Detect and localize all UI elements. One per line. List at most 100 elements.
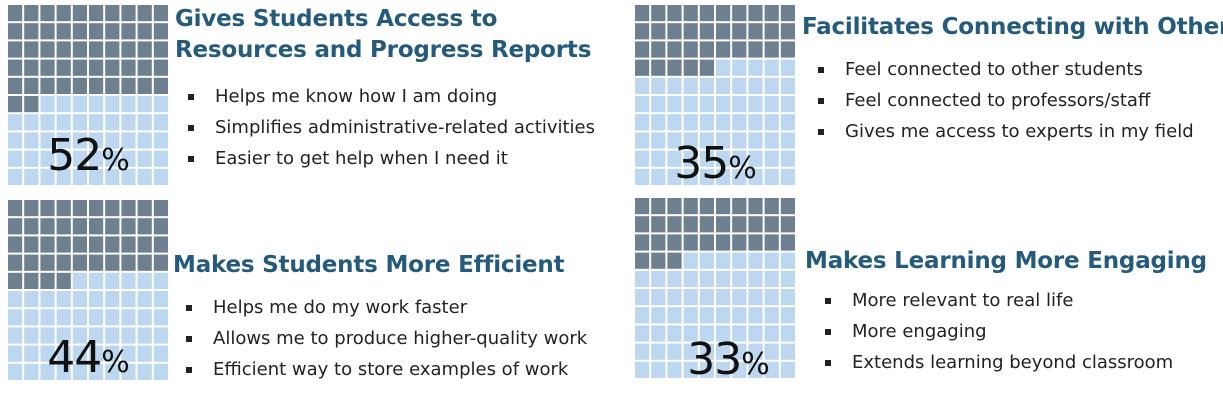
waffle-cell-empty <box>764 132 779 149</box>
waffle-cell-empty <box>24 345 39 362</box>
waffle-cell-empty <box>780 168 795 185</box>
waffle-cell-empty <box>24 168 39 185</box>
waffle-cell-filled <box>748 41 763 58</box>
waffle-cell-filled <box>56 236 71 253</box>
waffle-cell-filled <box>24 218 39 235</box>
waffle-cell-empty <box>699 96 714 113</box>
waffle-cell-empty <box>635 150 650 167</box>
percent-symbol: % <box>741 347 769 382</box>
waffle-cell-empty <box>651 168 666 185</box>
waffle-cell-filled <box>137 200 152 217</box>
waffle-cell-empty <box>748 168 763 185</box>
waffle-cell-empty <box>748 96 763 113</box>
waffle-cell-filled <box>24 5 39 22</box>
waffle-cell-empty <box>89 309 104 326</box>
waffle-cell-empty <box>732 270 747 287</box>
waffle-cell-empty <box>121 168 136 185</box>
waffle-cell-empty <box>716 77 731 94</box>
waffle-cell-empty <box>56 150 71 167</box>
waffle-cell-empty <box>137 272 152 289</box>
waffle-cell-empty <box>699 168 714 185</box>
waffle-cell-empty <box>683 77 698 94</box>
waffle-cell-filled <box>153 5 168 22</box>
panel-title: Makes Learning More Engaging <box>805 248 1207 274</box>
waffle-grid <box>635 198 795 378</box>
waffle-cell-empty <box>137 309 152 326</box>
waffle-cell-empty <box>105 150 120 167</box>
waffle-cell-filled <box>780 216 795 233</box>
waffle-cell-filled <box>89 59 104 76</box>
waffle-cell-filled <box>153 254 168 271</box>
waffle-cell-empty <box>780 270 795 287</box>
waffle-cell-empty <box>651 343 666 360</box>
waffle-cell-filled <box>8 200 23 217</box>
waffle-cell-empty <box>651 289 666 306</box>
waffle-cell-empty <box>56 345 71 362</box>
waffle-cell-empty <box>780 77 795 94</box>
waffle-cell-filled <box>121 200 136 217</box>
waffle-cell-empty <box>105 291 120 308</box>
waffle-cell-empty <box>780 343 795 360</box>
waffle-cell-filled <box>89 41 104 58</box>
waffle-cell-empty <box>732 289 747 306</box>
waffle-cell-filled <box>764 216 779 233</box>
waffle-cell-empty <box>8 327 23 344</box>
waffle-chart <box>8 200 168 380</box>
waffle-cell-empty <box>780 361 795 378</box>
waffle-cell-filled <box>667 5 682 22</box>
waffle-cell-empty <box>153 114 168 131</box>
waffle-cell-filled <box>105 254 120 271</box>
waffle-cell-empty <box>105 132 120 149</box>
waffle-cell-filled <box>56 77 71 94</box>
waffle-cell-filled <box>40 5 55 22</box>
waffle-cell-empty <box>716 59 731 76</box>
waffle-cell-empty <box>780 252 795 269</box>
waffle-cell-empty <box>699 132 714 149</box>
bullet-item: More relevant to real life <box>822 285 1173 316</box>
waffle-cell-filled <box>40 77 55 94</box>
waffle-cell-empty <box>748 325 763 342</box>
waffle-cell-empty <box>764 77 779 94</box>
waffle-cell-empty <box>40 363 55 380</box>
waffle-cell-empty <box>56 309 71 326</box>
waffle-cell-empty <box>8 309 23 326</box>
waffle-cell-empty <box>72 168 87 185</box>
waffle-cell-empty <box>8 363 23 380</box>
waffle-cell-filled <box>683 41 698 58</box>
percent-label: 52% <box>8 134 168 183</box>
waffle-cell-filled <box>121 5 136 22</box>
waffle-cell-empty <box>153 168 168 185</box>
waffle-cell-empty <box>121 345 136 362</box>
waffle-cell-filled <box>137 236 152 253</box>
waffle-cell-empty <box>56 132 71 149</box>
waffle-cell-filled <box>780 41 795 58</box>
waffle-cell-empty <box>89 327 104 344</box>
waffle-cell-empty <box>635 307 650 324</box>
waffle-cell-empty <box>40 345 55 362</box>
waffle-cell-empty <box>121 363 136 380</box>
waffle-cell-empty <box>56 363 71 380</box>
waffle-cell-empty <box>635 114 650 131</box>
waffle-cell-filled <box>40 200 55 217</box>
waffle-cell-empty <box>72 327 87 344</box>
waffle-cell-filled <box>56 41 71 58</box>
waffle-cell-empty <box>667 270 682 287</box>
waffle-cell-filled <box>732 23 747 40</box>
waffle-cell-filled <box>716 234 731 251</box>
percent-label: 35% <box>635 142 795 191</box>
waffle-cell-filled <box>105 59 120 76</box>
waffle-cell-empty <box>105 272 120 289</box>
waffle-cell-filled <box>716 216 731 233</box>
waffle-cell-empty <box>137 345 152 362</box>
waffle-cell-filled <box>105 200 120 217</box>
waffle-cell-empty <box>732 252 747 269</box>
waffle-cell-empty <box>72 363 87 380</box>
waffle-cell-empty <box>89 96 104 113</box>
waffle-cell-filled <box>716 5 731 22</box>
waffle-cell-empty <box>764 150 779 167</box>
waffle-cell-empty <box>764 361 779 378</box>
waffle-cell-filled <box>635 23 650 40</box>
waffle-cell-empty <box>137 363 152 380</box>
waffle-cell-filled <box>121 23 136 40</box>
waffle-cell-empty <box>748 114 763 131</box>
